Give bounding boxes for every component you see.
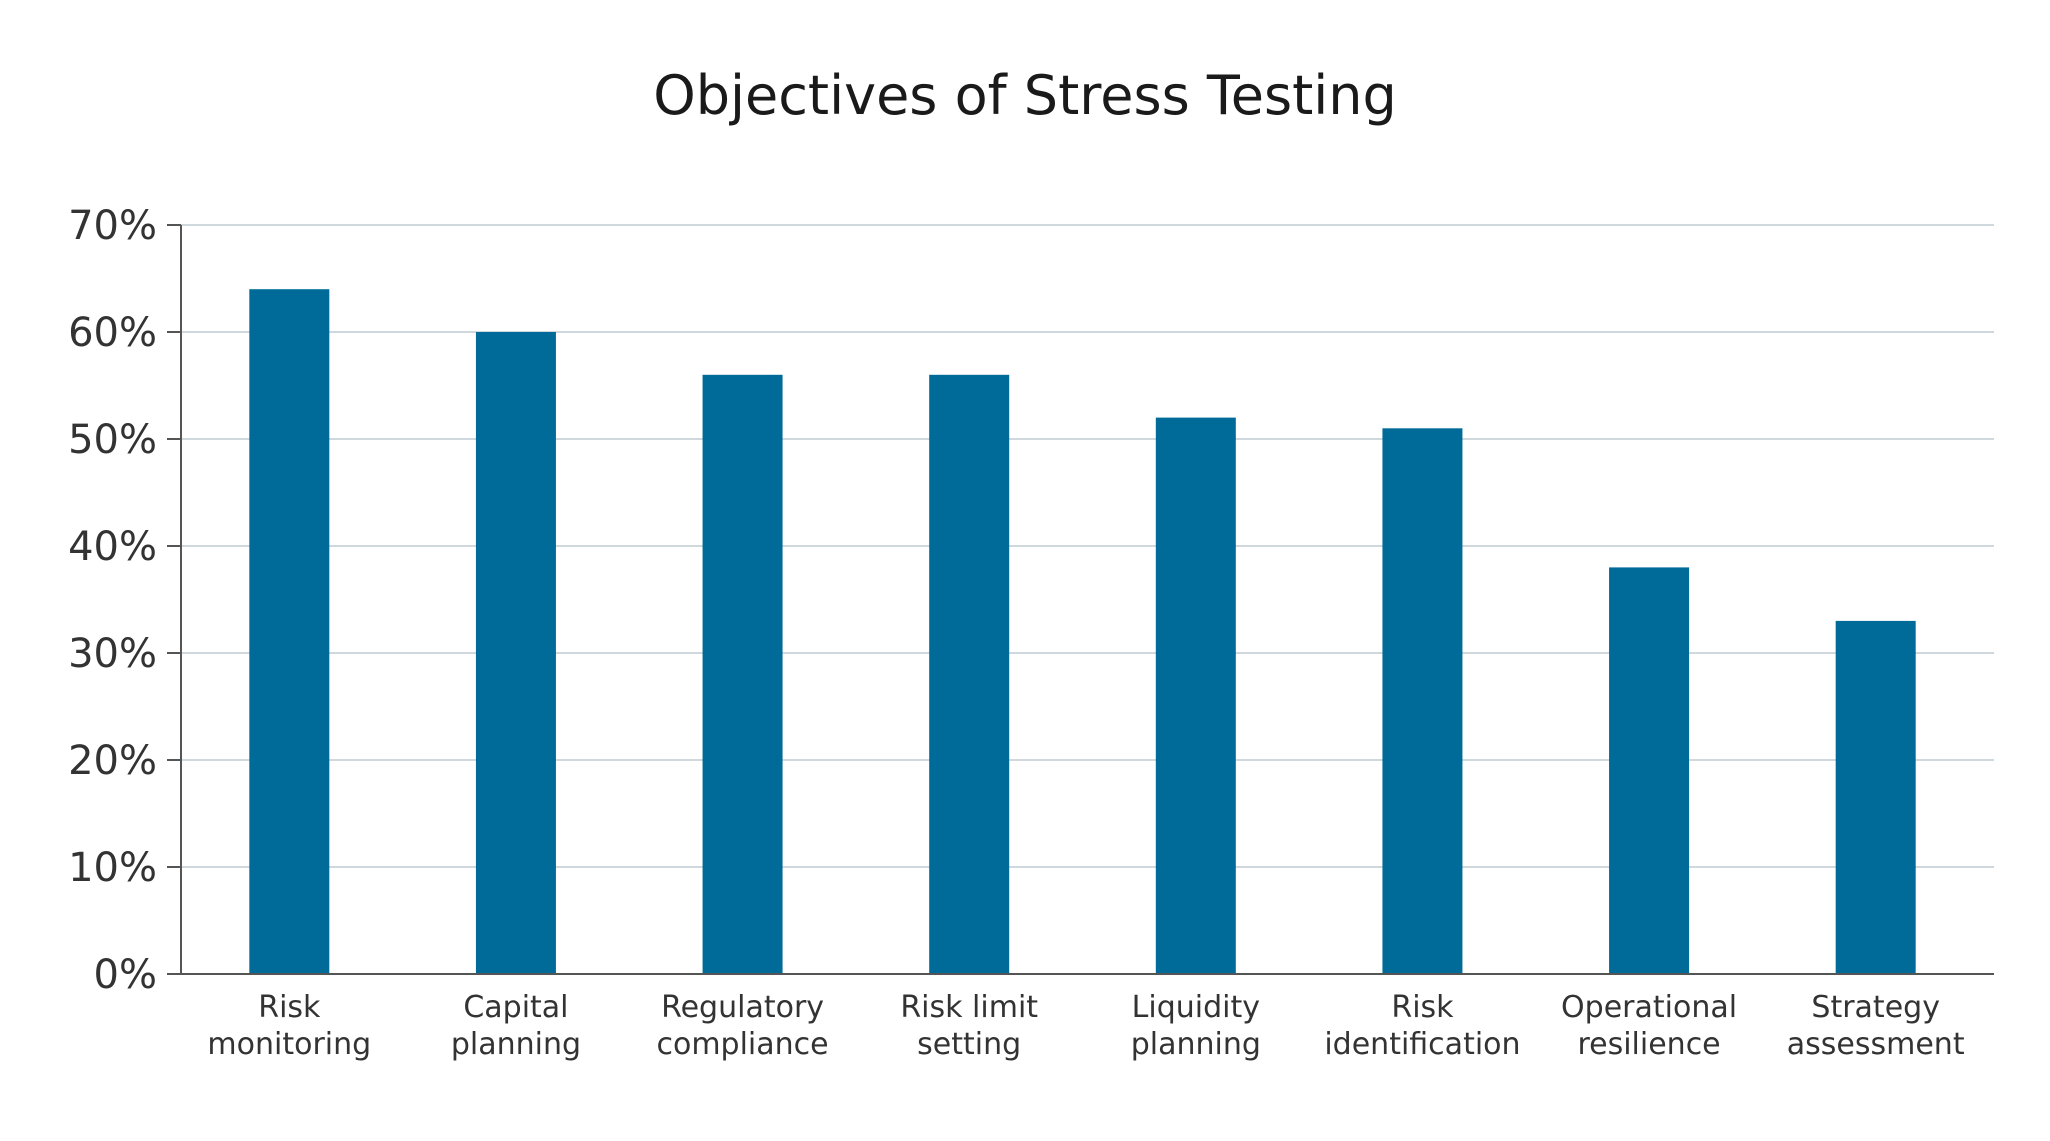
y-tick-label: 30% bbox=[68, 631, 157, 677]
x-tick-label: identification bbox=[1324, 1027, 1520, 1062]
y-tick-label: 50% bbox=[68, 417, 157, 463]
x-tick-label: Risk bbox=[1391, 990, 1454, 1025]
y-tick-label: 0% bbox=[94, 952, 157, 998]
x-tick-label: resilience bbox=[1577, 1027, 1720, 1062]
x-tick-label: Risk limit bbox=[900, 990, 1038, 1025]
x-tick-label: Strategy bbox=[1811, 990, 1940, 1025]
x-tick-label: setting bbox=[917, 1027, 1021, 1062]
x-tick-label: planning bbox=[451, 1027, 581, 1062]
bar bbox=[475, 332, 556, 974]
bar bbox=[249, 289, 330, 974]
y-tick-label: 20% bbox=[68, 738, 157, 784]
x-tick-label: Risk bbox=[258, 990, 321, 1025]
x-tick-label: Liquidity bbox=[1132, 990, 1260, 1025]
bar bbox=[1382, 428, 1463, 974]
bar bbox=[1155, 417, 1236, 975]
y-tick-label: 40% bbox=[68, 524, 157, 570]
x-tick-label: assessment bbox=[1787, 1027, 1965, 1062]
x-tick-label: Regulatory bbox=[661, 990, 824, 1025]
bar bbox=[1609, 567, 1690, 974]
bar bbox=[1835, 620, 1916, 974]
y-axis-ticks: 0% 10% 20% 30% 40% 50% 60% 70% bbox=[68, 203, 157, 998]
y-tick-label: 70% bbox=[68, 203, 157, 249]
bars bbox=[249, 289, 1916, 975]
gridlines bbox=[167, 224, 1994, 975]
x-tick-label: Capital bbox=[463, 990, 568, 1025]
x-tick-label: Operational bbox=[1561, 990, 1737, 1025]
x-tick-label: compliance bbox=[656, 1027, 828, 1062]
y-tick-label: 60% bbox=[68, 310, 157, 356]
bar bbox=[702, 374, 783, 974]
bar bbox=[929, 374, 1010, 974]
x-tick-label: planning bbox=[1131, 1027, 1261, 1062]
x-axis-labels: RiskmonitoringCapitalplanningRegulatoryc… bbox=[207, 990, 1964, 1062]
chart-title: Objectives of Stress Testing bbox=[653, 64, 1397, 127]
x-tick-label: monitoring bbox=[207, 1027, 371, 1062]
y-tick-label: 10% bbox=[68, 845, 157, 891]
